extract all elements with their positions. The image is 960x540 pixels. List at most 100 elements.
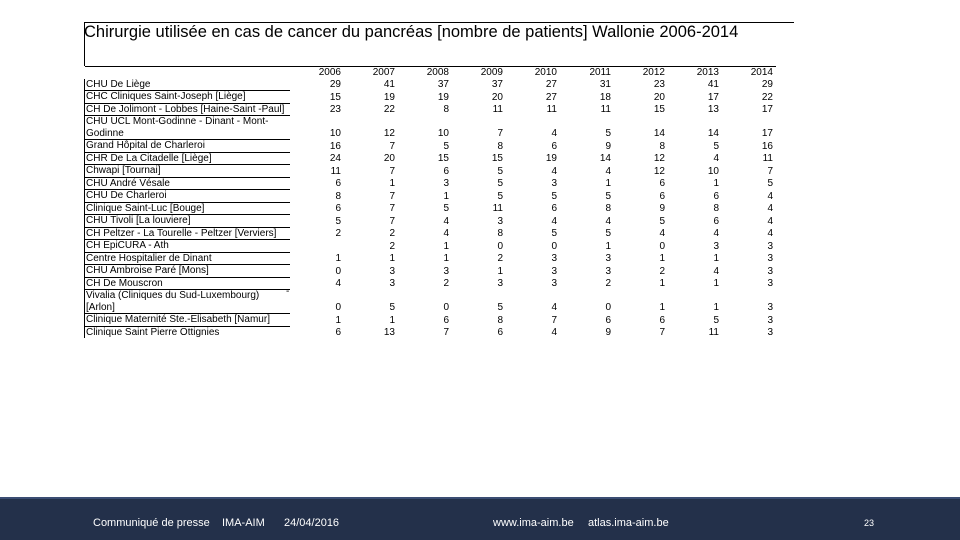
cell-value: 1 <box>659 253 665 264</box>
hospital-name: Clinique Saint Pierre Ottignies <box>84 325 290 338</box>
cell-value: 14 <box>707 128 719 139</box>
cell-value: 19 <box>437 91 449 103</box>
patients-table: 2006 2007 2008 2009 2010 2011 2012 2013 2014 CHU … <box>84 66 776 338</box>
cell-value: 4 <box>551 128 557 139</box>
cell-value: 6 <box>659 314 665 326</box>
cell-value: 12 <box>383 128 395 139</box>
cell-value: 3 <box>767 314 773 326</box>
cell-value: 5 <box>605 190 611 202</box>
footer-link-atlas[interactable]: atlas.ima-aim.be <box>588 517 669 529</box>
cell-value: 1 <box>389 314 395 326</box>
cell-value: 13 <box>383 326 395 338</box>
cell-value: 4 <box>605 215 611 227</box>
table-row: Clinique Saint Pierre Ottignies 6 13 7 6 4 9 7 1… <box>84 325 777 338</box>
table-row: CHU De Liège 29 41 37 37 27 31 23 41 29 <box>84 78 777 91</box>
cell-value: 2 <box>389 228 395 239</box>
cell-value: 3 <box>443 178 449 189</box>
cell-value: 5 <box>713 140 719 152</box>
cell-value: 7 <box>659 326 665 338</box>
cell-value: 11 <box>762 153 773 164</box>
cell-value: 5 <box>551 228 557 239</box>
cell-value: 6 <box>335 326 341 338</box>
cell-value: 4 <box>767 190 773 202</box>
cell-value: 7 <box>389 165 395 177</box>
cell-value: 5 <box>659 215 665 227</box>
cell-value: 0 <box>443 302 449 313</box>
cell-value: 7 <box>389 140 395 152</box>
cell-value: 3 <box>767 240 773 252</box>
table-row: Grand Hôpital de Charleroi 16 7 5 8 6 9 8 5 16 <box>84 139 777 152</box>
cell-value: 6 <box>713 190 719 202</box>
cell-value: 11 <box>492 203 503 214</box>
cell-value: 20 <box>491 91 503 103</box>
hospital-name: Centre Hospitalier de Dinant <box>84 251 290 265</box>
footer-date: 24/04/2016 <box>284 517 340 529</box>
cell-value: 4 <box>551 165 557 177</box>
cell-value: 1 <box>335 314 341 326</box>
table-row: CHU André Vésale 6 1 3 5 3 1 6 1 5 <box>84 176 777 190</box>
table-row: Centre Hospitalier de Dinant 1 1 1 2 3 3 1 1 3 <box>84 251 777 265</box>
cell-value: 8 <box>497 228 503 239</box>
cell-value: 3 <box>551 178 557 189</box>
year-header-2014: 2014 <box>722 66 776 79</box>
stray-dash: - <box>286 286 290 297</box>
title-left-rule <box>84 22 85 66</box>
cell-value: 10 <box>437 128 449 139</box>
cell-value: 5 <box>605 228 611 239</box>
cell-value: 16 <box>329 140 341 152</box>
slide-title: Chirurgie utilisée en cas de cancer du p… <box>84 23 739 41</box>
cell-value: 5 <box>497 165 503 177</box>
cell-value: 3 <box>497 215 503 227</box>
cell-value: 11 <box>330 165 341 177</box>
cell-value: 6 <box>551 203 557 214</box>
footer-org: IMA-AIM <box>222 517 265 529</box>
cell-value: 9 <box>659 203 665 214</box>
cell-value: 4 <box>767 215 773 227</box>
cell-value: 19 <box>545 153 557 164</box>
hospital-name: CHU UCL Mont-Godinne - Dinant - Mont-God… <box>84 115 290 140</box>
table-row: CHU De Charleroi 8 7 1 5 5 5 6 6 4 <box>84 189 777 202</box>
cell-value: 6 <box>659 178 665 189</box>
cell-value: 17 <box>707 91 719 103</box>
cell-value: 3 <box>389 278 395 289</box>
cell-value: 0 <box>551 240 557 252</box>
cell-value: 7 <box>767 165 773 177</box>
cell-value: 15 <box>491 153 503 164</box>
cell-value: 1 <box>659 302 665 313</box>
cell-value: 6 <box>443 165 449 177</box>
hospital-name: CH De Jolimont - Lobbes [Haine-Saint -Pa… <box>84 102 290 116</box>
cell-value: 1 <box>335 253 341 264</box>
cell-value: 7 <box>443 326 449 338</box>
cell-value: 4 <box>659 228 665 239</box>
cell-value: 37 <box>437 79 449 90</box>
table-row: CH De Jolimont - Lobbes [Haine-Saint -Pa… <box>84 102 777 116</box>
cell-value: 5 <box>497 178 503 189</box>
cell-value: 5 <box>767 178 773 189</box>
cell-value: 2 <box>659 265 665 277</box>
cell-value: 8 <box>497 140 503 152</box>
year-header-2010: 2010 <box>506 66 560 79</box>
cell-value: 1 <box>443 240 449 252</box>
cell-value: 4 <box>713 228 719 239</box>
footer-link-site[interactable]: www.ima-aim.be <box>493 517 574 529</box>
cell-value: 0 <box>335 302 341 313</box>
cell-value: 24 <box>329 153 341 164</box>
cell-value: 22 <box>761 91 773 103</box>
cell-value: 23 <box>653 79 665 90</box>
cell-value: 1 <box>443 253 449 264</box>
cell-value: 5 <box>605 128 611 139</box>
cell-value: 3 <box>767 326 773 338</box>
table-row: Vivalia (Cliniques du Sud-Luxembourg) [A… <box>84 289 777 314</box>
cell-value: 0 <box>605 302 611 313</box>
cell-value: 4 <box>713 265 719 277</box>
cell-value: 5 <box>389 302 395 313</box>
cell-value: 23 <box>329 104 341 115</box>
cell-value: 1 <box>605 240 611 252</box>
table-row: CH Peltzer - La Tourelle - Peltzer [Verv… <box>84 226 777 240</box>
cell-value: 1 <box>713 278 719 289</box>
hospital-name: CHU De Charleroi <box>84 189 290 202</box>
cell-value: 7 <box>389 215 395 227</box>
hospital-name: CHU Ambroise Paré [Mons] <box>84 264 290 277</box>
cell-value: 3 <box>767 253 773 264</box>
cell-value: 19 <box>383 91 395 103</box>
